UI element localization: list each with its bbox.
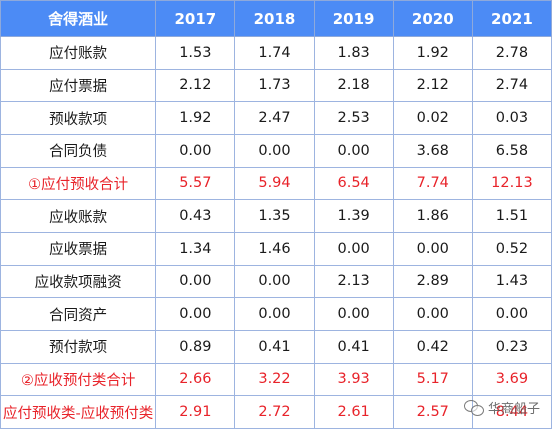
- table-cell: 1.46: [234, 231, 315, 266]
- table-cell: 0.00: [155, 264, 236, 299]
- table-cell: 0.00: [392, 231, 473, 266]
- table-cell: 0.00: [392, 297, 473, 331]
- table-cell: 1.92: [392, 36, 473, 70]
- table-row: ②应收预付类合计 2.66 3.22 3.93 5.17 3.69: [0, 362, 553, 397]
- table-cell: 0.00: [155, 133, 236, 168]
- header-year-2020: 2020: [392, 0, 473, 37]
- table-cell: 0.00: [471, 297, 553, 331]
- table-cell: 3.22: [234, 362, 315, 397]
- wechat-icon: [463, 399, 484, 416]
- table-row: 预付款项 0.89 0.41 0.41 0.42 0.23: [0, 329, 553, 364]
- table-cell: 0.00: [234, 264, 315, 299]
- table-cell: 3.93: [313, 362, 394, 397]
- table-cell: 1.43: [471, 264, 553, 299]
- table-cell: 1.34: [155, 231, 236, 266]
- table-cell: 2.13: [313, 264, 394, 299]
- table-cell: 6.54: [313, 166, 394, 201]
- row-label: 预收款项: [0, 101, 157, 135]
- table-cell: 1.74: [234, 36, 315, 70]
- table-cell: 12.13: [471, 166, 553, 201]
- table-cell: 2.12: [392, 68, 473, 103]
- table-cell: 0.00: [313, 297, 394, 331]
- table-cell: 0.00: [234, 297, 315, 331]
- table-cell: 3.69: [471, 362, 553, 397]
- table-cell: 0.00: [155, 297, 236, 331]
- table-row: 应付票据 2.12 1.73 2.18 2.12 2.74: [0, 68, 553, 103]
- table-cell: 1.35: [234, 199, 315, 233]
- row-label: 应付票据: [0, 68, 157, 103]
- table-cell: 2.74: [471, 68, 553, 103]
- table-row: 应收票据 1.34 1.46 0.00 0.00 0.52: [0, 231, 553, 266]
- row-label: 应收票据: [0, 231, 157, 266]
- table-cell: 1.73: [234, 68, 315, 103]
- table-cell: 2.72: [234, 395, 315, 429]
- row-label: 合同负债: [0, 133, 157, 168]
- table-row: 应付账款 1.53 1.74 1.83 1.92 2.78: [0, 36, 553, 70]
- header-company: 舍得酒业: [0, 0, 157, 37]
- row-label: ①应付预收合计: [0, 166, 157, 201]
- table-cell: 2.66: [155, 362, 236, 397]
- table-cell: 2.57: [392, 395, 473, 429]
- header-year-2017: 2017: [155, 0, 236, 37]
- table-cell: 1.92: [155, 101, 236, 135]
- watermark: 华商船子: [463, 398, 540, 417]
- table-cell: 5.17: [392, 362, 473, 397]
- table-cell: 3.68: [392, 133, 473, 168]
- table-cell: 0.03: [471, 101, 553, 135]
- table-cell: 2.61: [313, 395, 394, 429]
- table-cell: 0.52: [471, 231, 553, 266]
- table-cell: 1.53: [155, 36, 236, 70]
- table-row: 预收款项 1.92 2.47 2.53 0.02 0.03: [0, 101, 553, 135]
- table-cell: 0.41: [234, 329, 315, 364]
- table-cell: 5.94: [234, 166, 315, 201]
- table-row: 应付预收类-应收预付类 2.91 2.72 2.61 2.57 8.44: [0, 395, 553, 429]
- table-cell: 0.00: [313, 133, 394, 168]
- header-year-2018: 2018: [234, 0, 315, 37]
- table-cell: 6.58: [471, 133, 553, 168]
- table-cell: 0.43: [155, 199, 236, 233]
- table-cell: 2.78: [471, 36, 553, 70]
- table-cell: 0.41: [313, 329, 394, 364]
- table-cell: 1.51: [471, 199, 553, 233]
- table-row: ①应付预收合计 5.57 5.94 6.54 7.74 12.13: [0, 166, 553, 201]
- table-header-row: 舍得酒业 2017 2018 2019 2020 2021: [0, 0, 553, 37]
- table-row: 应收账款 0.43 1.35 1.39 1.86 1.51: [0, 199, 553, 233]
- watermark-text: 华商船子: [487, 402, 540, 417]
- table-cell: 8.44: [471, 395, 553, 429]
- table-cell: 2.89: [392, 264, 473, 299]
- row-label: ②应收预付类合计: [0, 362, 157, 397]
- table-cell: 0.02: [392, 101, 473, 135]
- table-cell: 0.89: [155, 329, 236, 364]
- row-label: 预付款项: [0, 329, 157, 364]
- table-cell: 2.47: [234, 101, 315, 135]
- table-cell: 0.23: [471, 329, 553, 364]
- table-row: 合同负债 0.00 0.00 0.00 3.68 6.58: [0, 133, 553, 168]
- table-row: 应收款项融资 0.00 0.00 2.13 2.89 1.43: [0, 264, 553, 299]
- table-cell: 0.42: [392, 329, 473, 364]
- table-cell: 5.57: [155, 166, 236, 201]
- header-year-2019: 2019: [313, 0, 394, 37]
- table-cell: 1.39: [313, 199, 394, 233]
- table-cell: 2.53: [313, 101, 394, 135]
- row-label: 应收账款: [0, 199, 157, 233]
- table-row: 合同资产 0.00 0.00 0.00 0.00 0.00: [0, 297, 553, 331]
- table-cell: 2.18: [313, 68, 394, 103]
- table-cell: 1.83: [313, 36, 394, 70]
- row-label: 应付预收类-应收预付类: [0, 395, 157, 429]
- table-cell: 0.00: [313, 231, 394, 266]
- table-cell: 7.74: [392, 166, 473, 201]
- row-label: 合同资产: [0, 297, 157, 331]
- table-cell: 2.91: [155, 395, 236, 429]
- table-cell: 0.00: [234, 133, 315, 168]
- table-cell: 1.86: [392, 199, 473, 233]
- row-label: 应付账款: [0, 36, 157, 70]
- table-cell: 2.12: [155, 68, 236, 103]
- row-label: 应收款项融资: [0, 264, 157, 299]
- header-year-2021: 2021: [471, 0, 553, 37]
